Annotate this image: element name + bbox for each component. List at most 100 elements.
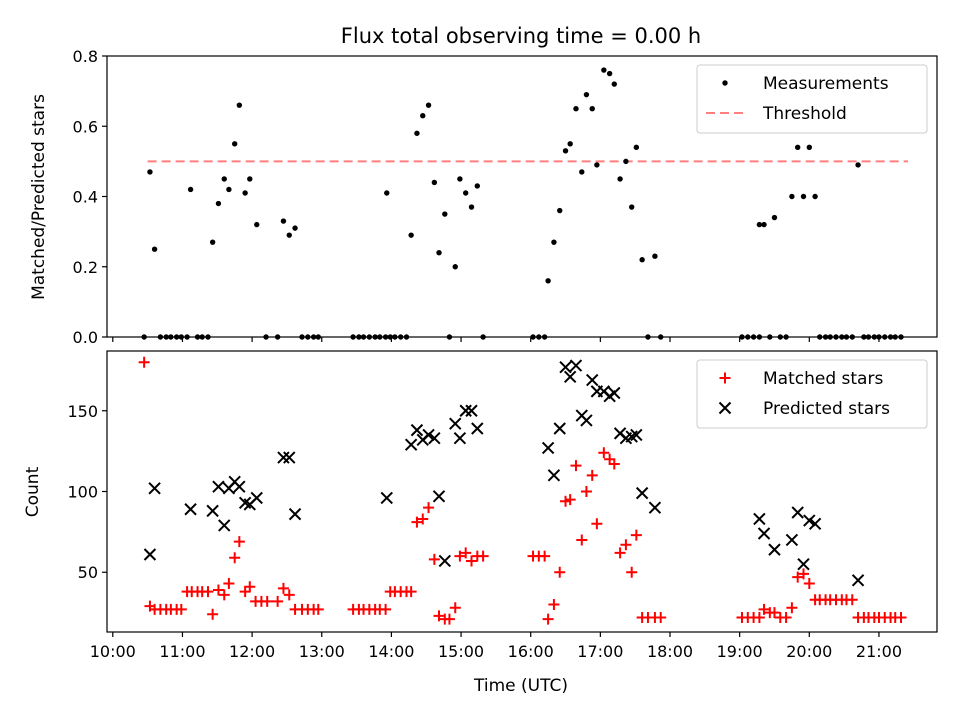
- measurement-point: [589, 105, 595, 112]
- predicted-star-point: [569, 359, 583, 372]
- matched-star-point: [272, 595, 284, 607]
- predicted-star-point: [449, 417, 462, 430]
- predicted-star-point: [559, 360, 572, 374]
- predicted-star-point: [753, 512, 766, 526]
- matched-star-point: [554, 566, 566, 578]
- y-tick-label: 100: [67, 483, 98, 502]
- measurement-point: [414, 130, 420, 136]
- predicted-star-point: [288, 507, 302, 521]
- measurement-point: [468, 204, 475, 210]
- measurement-point: [812, 193, 818, 200]
- matched-star-point: [454, 550, 466, 562]
- count-panel: 50 100 150 10:00 11:00 12:00 13:00 14:00 15:00 16…: [67, 350, 938, 661]
- predicted-star-point: [206, 504, 219, 518]
- measurement-point: [408, 232, 414, 238]
- predicted-star-point: [851, 574, 865, 587]
- measurement-point: [436, 250, 442, 256]
- matched-star-point: [277, 582, 289, 594]
- ratio-panel: 0.0 0.2 0.4 0.6 0.8 Measurements Threshold: [73, 47, 938, 347]
- matched-star-point: [380, 603, 392, 615]
- measurement-point: [545, 278, 551, 284]
- measurement-point: [452, 264, 458, 270]
- predicted-star-point: [422, 428, 435, 442]
- measurement-point: [425, 102, 432, 108]
- predicted-star-point: [277, 451, 290, 464]
- matched-star-point: [620, 539, 632, 551]
- measurement-point: [457, 176, 463, 182]
- measurement-point: [583, 91, 590, 98]
- matched-star-point: [223, 578, 235, 590]
- predicted-star-point: [553, 422, 566, 435]
- measurement-point: [187, 186, 194, 193]
- predicted-star-point: [541, 441, 555, 455]
- matched-star-point: [244, 581, 256, 593]
- matched-star-point: [780, 611, 792, 623]
- matched-star-point: [895, 611, 907, 623]
- y-tick-label: 0.8: [73, 47, 98, 66]
- y-tick-label: 0.0: [73, 328, 98, 347]
- matched-star-point: [758, 603, 770, 615]
- matched-star-point: [312, 603, 324, 615]
- x-tick-label: 13:00: [299, 642, 345, 661]
- predicted-star-point: [432, 490, 446, 503]
- matched-star-point: [138, 356, 150, 368]
- measurement-point: [231, 141, 238, 147]
- matched-star-point: [792, 571, 804, 583]
- matched-star-point: [542, 613, 554, 625]
- measurement-point: [280, 218, 287, 224]
- matched-star-point: [460, 547, 472, 559]
- matched-star-point: [591, 518, 603, 530]
- measurement-point: [594, 162, 600, 168]
- ratio-y-axis-label: Matched/Predicted stars: [29, 94, 49, 300]
- measurement-point: [573, 105, 579, 112]
- matched-star-point: [175, 603, 187, 615]
- predicted-star-point: [791, 506, 804, 519]
- matched-star-point: [417, 513, 429, 525]
- matched-star-point: [803, 578, 815, 590]
- matched-star-point: [608, 458, 620, 470]
- measurement-point: [601, 67, 607, 73]
- measurement-point: [606, 70, 613, 77]
- y-tick-label: 0.6: [73, 117, 98, 136]
- matched-star-point: [753, 611, 765, 623]
- measurement-point: [652, 253, 658, 259]
- measurement-point: [789, 193, 795, 200]
- measurement-point: [611, 81, 617, 87]
- matched-star-point: [411, 516, 423, 528]
- legend-marker-predicted: [718, 401, 732, 415]
- matched-star-point: [212, 584, 224, 596]
- predicted-star-point: [580, 414, 593, 427]
- x-tick-label: 20:00: [786, 642, 832, 661]
- x-tick-label: 14:00: [368, 642, 414, 661]
- predicted-star-point: [785, 533, 799, 547]
- measurement-point: [639, 257, 645, 263]
- x-axis-label: Time (UTC): [473, 676, 568, 696]
- measurement-point: [292, 225, 298, 231]
- measurement-point: [442, 211, 448, 217]
- predicted-star-point: [143, 548, 157, 561]
- matched-star-point: [576, 534, 588, 546]
- x-tick-label: 18:00: [647, 642, 693, 661]
- x-tick-label: 17:00: [577, 642, 623, 661]
- matched-star-point: [466, 555, 478, 567]
- x-tick-label: 21:00: [856, 642, 902, 661]
- measurement-point: [562, 148, 569, 154]
- measurement-point: [226, 186, 232, 193]
- matched-star-point: [428, 553, 440, 565]
- predicted-star-point: [648, 501, 662, 514]
- legend: Matched stars Predicted stars: [696, 359, 928, 429]
- matched-star-point: [548, 599, 560, 611]
- predicted-star-point: [410, 423, 424, 437]
- x-tick-label: 16:00: [508, 642, 554, 661]
- measurement-point: [236, 102, 243, 108]
- predicted-star-point: [797, 557, 810, 571]
- predicted-star-point: [459, 404, 472, 417]
- measurement-point: [474, 183, 481, 189]
- predicted-star-point: [808, 517, 822, 531]
- measurement-point: [794, 144, 801, 151]
- matched-star-point: [626, 566, 638, 578]
- matched-star-point: [229, 552, 241, 564]
- measurement-point: [209, 239, 216, 245]
- predicted-star-point: [428, 431, 441, 445]
